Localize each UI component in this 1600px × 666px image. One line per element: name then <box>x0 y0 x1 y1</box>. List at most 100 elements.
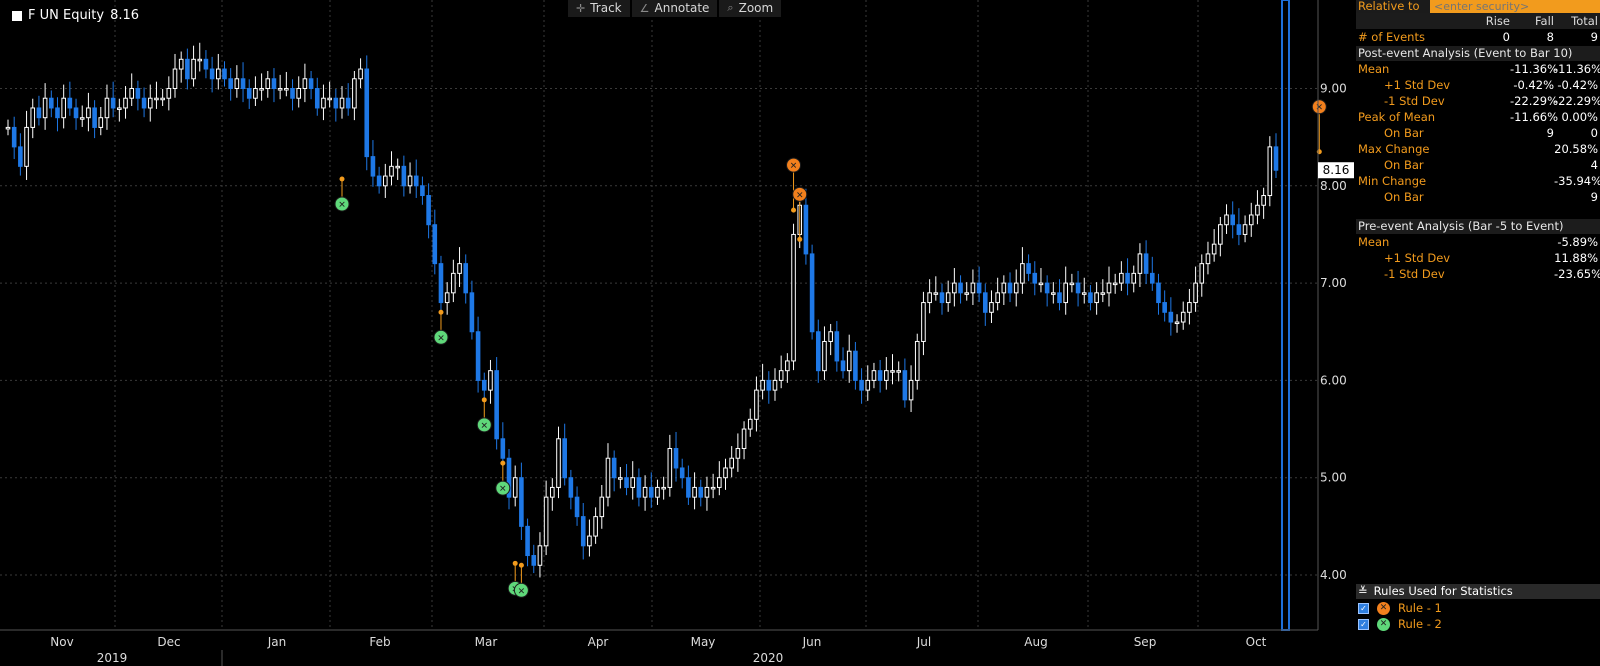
annotate-label: Annotate <box>654 1 710 15</box>
candle-body <box>562 438 567 479</box>
post-row-rise <box>1470 93 1510 109</box>
events-count-row: # of Events 0 8 9 <box>1356 29 1600 45</box>
x-month-label: Nov <box>50 635 73 649</box>
rule-1-event-marker <box>792 186 808 202</box>
candle-body <box>859 379 864 391</box>
candle-body <box>1162 302 1167 313</box>
candle-body <box>1174 321 1180 325</box>
candle-body <box>1255 204 1260 216</box>
post-row-total: 4 <box>1590 158 1598 172</box>
candle-body <box>426 195 431 226</box>
candle-body <box>383 175 388 187</box>
candle-body <box>1001 282 1007 294</box>
pre-row-label: -1 Std Dev <box>1384 267 1445 281</box>
candle-body <box>834 331 840 362</box>
rules-header[interactable]: ≚ Rules Used for Statistics <box>1356 584 1600 599</box>
rule-1-event-marker <box>786 157 802 173</box>
post-row-fall <box>1510 173 1554 189</box>
rule-1-row[interactable]: ✓ ✕ Rule - 1 <box>1358 600 1442 616</box>
event-marker-glyph: ✕ <box>796 191 804 201</box>
series-legend[interactable]: F UN Equity 8.16 <box>12 8 139 23</box>
rule-1-checkbox[interactable]: ✓ <box>1358 602 1369 614</box>
candle-body <box>240 78 246 89</box>
x-month-label: Jun <box>802 635 822 649</box>
candle-body <box>1119 272 1124 284</box>
rule-1-event-marker <box>1311 99 1327 115</box>
candle-body <box>18 146 23 167</box>
candle-body <box>271 78 277 89</box>
candle-body <box>785 360 790 372</box>
candle-body <box>488 370 493 391</box>
zoom-button[interactable]: ⌕ Zoom <box>719 0 782 17</box>
candle-body <box>234 78 240 89</box>
candle-body <box>921 302 926 342</box>
candle-body <box>36 107 42 119</box>
candle-body <box>815 331 821 372</box>
candle-body <box>580 516 586 547</box>
candle-body <box>1199 263 1205 284</box>
candle-body <box>1063 282 1068 304</box>
y-tick-label: 7.00 <box>1320 276 1347 290</box>
price-chart[interactable]: ✕✕✕✕✕✕✕✕✕ 4.005.006.007.008.009.00NovDec… <box>0 0 1356 666</box>
rule-2-row[interactable]: ✓ ✕ Rule - 2 <box>1358 616 1442 632</box>
candle-body <box>104 97 110 119</box>
event-price-dot <box>438 309 444 315</box>
candle-body <box>327 97 332 101</box>
candle-body <box>636 477 642 498</box>
candle-body <box>432 224 438 265</box>
candle-body <box>884 370 889 381</box>
post-row-rise <box>1470 109 1510 125</box>
track-label: Track <box>590 1 622 15</box>
candle-body <box>228 78 233 89</box>
rule-1-icon: ✕ <box>1377 601 1390 615</box>
candle-body <box>1131 272 1137 284</box>
candle-body <box>141 97 147 109</box>
candle-body <box>741 428 747 450</box>
pre-row-rise <box>1470 266 1510 282</box>
annotate-button[interactable]: ∠ Annotate <box>631 0 718 17</box>
candle-body <box>506 457 512 498</box>
magnifier-icon: ⌕ <box>727 1 734 14</box>
collapse-chevron-icon[interactable]: ≚ <box>1358 584 1368 598</box>
candle-body <box>568 477 574 498</box>
candle-body <box>723 467 728 479</box>
candle-body <box>803 204 809 255</box>
rule-2-event-marker <box>513 582 529 598</box>
track-button[interactable]: ✛ Track <box>568 0 630 17</box>
candle-body <box>451 272 456 294</box>
post-row: +1 Std Dev -0.42% -0.42% <box>1356 77 1600 93</box>
candle-body <box>1007 282 1013 294</box>
candle-body <box>55 107 60 119</box>
candle-body <box>1242 224 1248 235</box>
y-tick-label: 9.00 <box>1320 82 1347 96</box>
pre-event-title: Pre-event Analysis (Bar -5 to Event) <box>1356 219 1600 234</box>
post-row-label: On Bar <box>1384 126 1424 140</box>
candle-body <box>160 97 165 101</box>
candle-body <box>1057 292 1062 304</box>
post-row-rise <box>1470 141 1510 157</box>
candle-body <box>853 350 858 381</box>
series-last-value: 8.16 <box>110 8 140 23</box>
relative-security-input[interactable] <box>1430 0 1600 13</box>
candle-body <box>1236 224 1242 235</box>
candle-body <box>178 58 184 70</box>
candle-body <box>1205 253 1211 265</box>
candle-body <box>339 97 345 109</box>
x-month-label: Feb <box>369 635 390 649</box>
candle-body <box>481 379 487 391</box>
post-row-label: Mean <box>1358 62 1390 76</box>
candle-body <box>933 292 939 295</box>
candle-body <box>277 88 283 91</box>
candle-body <box>475 331 481 381</box>
rule-2-checkbox[interactable]: ✓ <box>1358 618 1369 630</box>
post-row: -1 Std Dev -22.29% -22.29% <box>1356 93 1600 109</box>
candle-body <box>246 88 252 99</box>
post-row-fall <box>1510 141 1554 157</box>
candle-body <box>952 282 957 294</box>
candle-body <box>1218 224 1223 245</box>
candle-body <box>135 88 141 99</box>
candle-body <box>259 88 264 91</box>
event-marker-glyph: ✕ <box>437 334 445 344</box>
candle-body <box>618 477 623 480</box>
post-row-label: Peak of Mean <box>1358 110 1436 124</box>
